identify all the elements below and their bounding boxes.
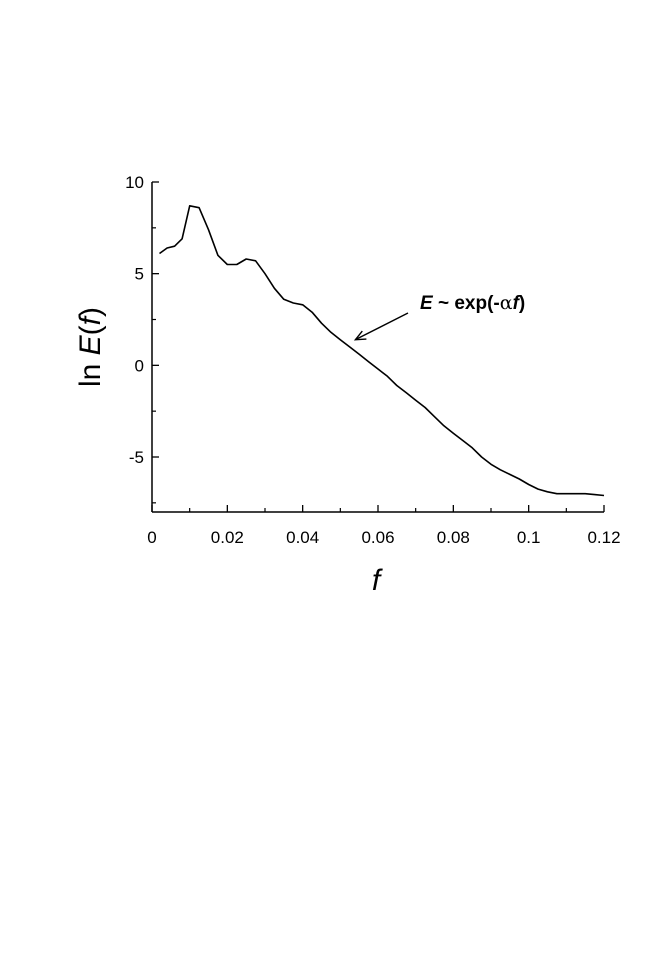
x-tick-label: 0.06 [361, 528, 394, 547]
annotation-alpha: α [500, 292, 513, 314]
x-tick-label: 0.02 [211, 528, 244, 547]
y-ticks: -5 0 5 10 [125, 173, 159, 504]
y-tick-label: 10 [125, 173, 144, 192]
annotation-text: E ~ exp(-αf) [420, 292, 525, 314]
x-tick-label: 0.1 [517, 528, 541, 547]
axes: 0 0.02 0.04 0.06 0.08 0.1 0.12 -5 0 5 10 [125, 173, 620, 547]
annotation: E ~ exp(-αf) [353, 292, 525, 341]
y-axis-title-close: ) [74, 307, 107, 317]
y-axis-title-open: ( [74, 325, 107, 335]
x-tick-label: 0.12 [587, 528, 620, 547]
annotation-arrow [355, 312, 409, 341]
annotation-f: f [513, 293, 521, 314]
series-line [159, 205, 605, 497]
y-axis-title-E: E [74, 334, 107, 355]
x-tick-label: 0.04 [286, 528, 319, 547]
y-axis-title: ln E(f) [74, 307, 107, 387]
annotation-E: E [420, 293, 434, 314]
x-axis-title: f [372, 564, 383, 597]
annotation-mid: ~ exp(- [433, 293, 500, 314]
x-tick-label: 0.08 [437, 528, 470, 547]
annotation-close: ) [519, 293, 525, 314]
annotation-arrowhead [353, 330, 367, 341]
y-tick-label: -5 [129, 448, 144, 467]
x-ticks: 0 0.02 0.04 0.06 0.08 0.1 0.12 [147, 505, 621, 547]
y-axis-title-prefix: ln [74, 355, 107, 387]
y-axis-title-f: f [74, 314, 107, 325]
y-tick-label: 0 [135, 356, 144, 375]
y-tick-label: 5 [135, 265, 144, 284]
x-tick-label: 0 [147, 528, 156, 547]
